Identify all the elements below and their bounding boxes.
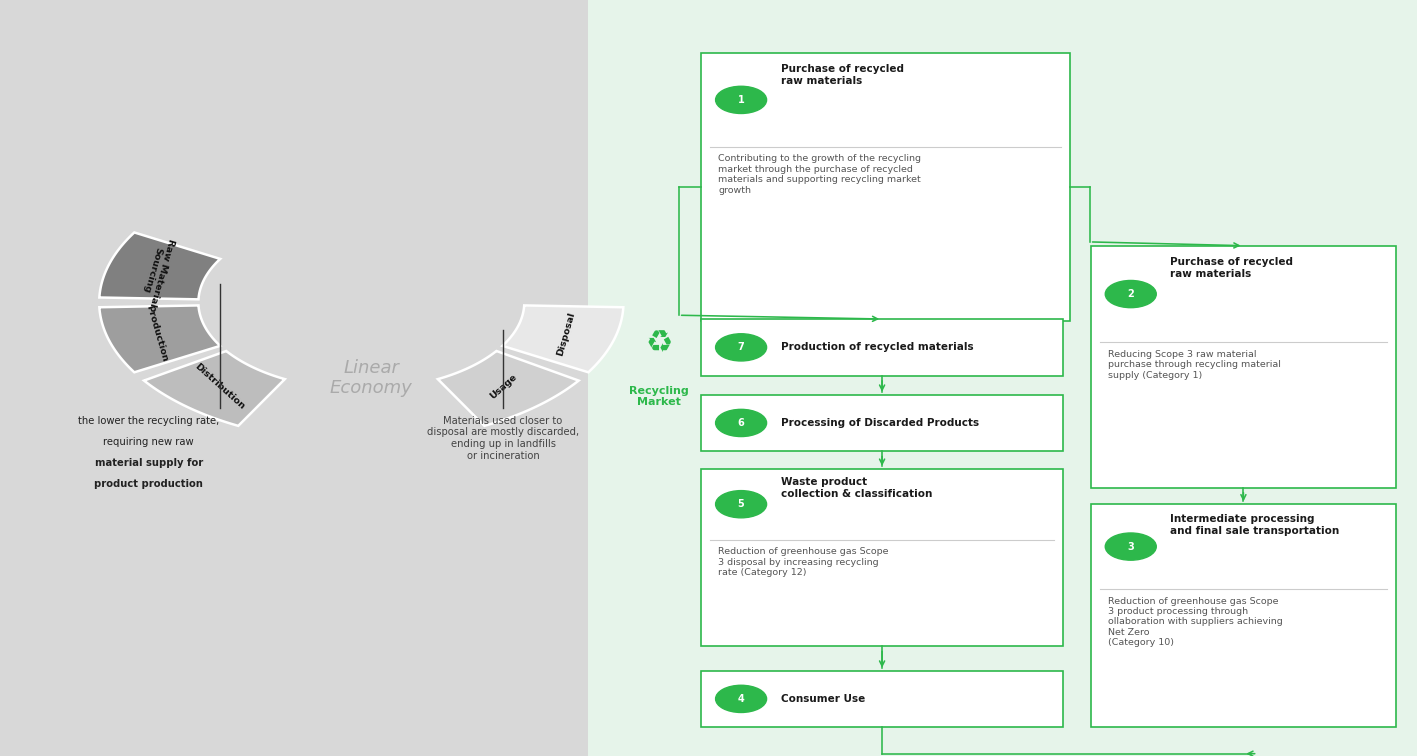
Text: requiring new raw: requiring new raw — [103, 437, 194, 447]
Text: Reduction of greenhouse gas Scope
3 product processing through
ollaboration with: Reduction of greenhouse gas Scope 3 prod… — [1108, 596, 1282, 647]
Circle shape — [716, 409, 767, 436]
FancyBboxPatch shape — [701, 319, 1063, 376]
Text: 5: 5 — [738, 499, 744, 510]
FancyBboxPatch shape — [1091, 246, 1396, 488]
Text: Reduction of greenhouse gas Scope
3 disposal by increasing recycling
rate (Categ: Reduction of greenhouse gas Scope 3 disp… — [718, 547, 888, 577]
Bar — [0, 0, 588, 756]
Text: Intermediate processing
and final sale transportation: Intermediate processing and final sale t… — [1170, 514, 1339, 536]
Text: Linear
Economy: Linear Economy — [330, 358, 412, 398]
Circle shape — [716, 685, 767, 712]
Text: 6: 6 — [738, 418, 744, 428]
Text: 4: 4 — [738, 694, 744, 704]
FancyBboxPatch shape — [701, 53, 1070, 321]
FancyBboxPatch shape — [1091, 504, 1396, 727]
Text: 3: 3 — [1128, 541, 1134, 552]
FancyBboxPatch shape — [701, 671, 1063, 727]
Text: Consumer Use: Consumer Use — [781, 694, 864, 704]
Polygon shape — [503, 305, 623, 372]
Text: Reducing Scope 3 raw material
purchase through recycling material
supply (Catego: Reducing Scope 3 raw material purchase t… — [1108, 350, 1281, 380]
Bar — [588, 0, 1417, 756]
FancyBboxPatch shape — [701, 469, 1063, 646]
Text: Waste product
collection & classification: Waste product collection & classificatio… — [781, 477, 932, 499]
Text: the lower the recycling rate,: the lower the recycling rate, — [78, 416, 220, 426]
Text: Production of recycled materials: Production of recycled materials — [781, 342, 973, 352]
Circle shape — [1105, 280, 1156, 308]
Text: Processing of Discarded Products: Processing of Discarded Products — [781, 418, 979, 428]
Text: ♻: ♻ — [645, 330, 673, 358]
Text: 7: 7 — [738, 342, 744, 352]
Polygon shape — [99, 305, 220, 372]
Text: Distribution: Distribution — [193, 362, 247, 411]
Polygon shape — [438, 351, 578, 426]
Text: Contributing to the growth of the recycling
market through the purchase of recyc: Contributing to the growth of the recycl… — [718, 154, 921, 194]
Circle shape — [716, 491, 767, 518]
Text: Usage: Usage — [489, 372, 519, 401]
Text: 2: 2 — [1128, 289, 1134, 299]
Polygon shape — [145, 351, 285, 426]
Text: Purchase of recycled
raw materials: Purchase of recycled raw materials — [1170, 257, 1294, 279]
Polygon shape — [99, 232, 220, 299]
Text: material supply for: material supply for — [95, 458, 203, 468]
Circle shape — [1105, 533, 1156, 560]
Text: 1: 1 — [738, 95, 744, 105]
Text: Disposal: Disposal — [555, 311, 577, 357]
Circle shape — [716, 86, 767, 113]
Text: Production: Production — [145, 304, 170, 363]
Text: Purchase of recycled
raw materials: Purchase of recycled raw materials — [781, 64, 904, 85]
FancyBboxPatch shape — [701, 395, 1063, 451]
Text: Materials used closer to
disposal are mostly discarded,
ending up in landfills
o: Materials used closer to disposal are mo… — [427, 416, 580, 460]
Text: Raw Material
Sourcing: Raw Material Sourcing — [137, 235, 176, 308]
Text: Recycling
Market: Recycling Market — [629, 386, 689, 407]
Circle shape — [716, 333, 767, 361]
Text: product production: product production — [95, 479, 203, 489]
